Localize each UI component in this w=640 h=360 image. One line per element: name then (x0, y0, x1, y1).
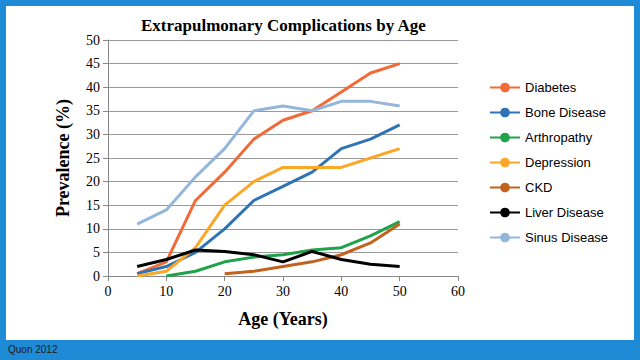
svg-text:40: 40 (86, 80, 100, 95)
svg-text:30: 30 (86, 127, 100, 142)
svg-text:15: 15 (86, 198, 100, 213)
svg-text:0: 0 (105, 284, 112, 299)
html-text:Quon 2012: Quon 2012 (8, 344, 58, 355)
svg-text:60: 60 (451, 284, 465, 299)
svg-text:20: 20 (218, 284, 232, 299)
svg-text:Age (Years): Age (Years) (238, 309, 327, 330)
svg-text:45: 45 (86, 56, 100, 71)
svg-text:40: 40 (334, 284, 348, 299)
svg-text:Liver Disease: Liver Disease (525, 205, 604, 220)
svg-text:30: 30 (276, 284, 290, 299)
svg-text:20: 20 (86, 174, 100, 189)
svg-text:35: 35 (86, 103, 100, 118)
svg-text:10: 10 (86, 221, 100, 236)
svg-text:Arthropathy: Arthropathy (525, 130, 593, 145)
svg-text:5: 5 (93, 245, 100, 260)
svg-text:Diabetes: Diabetes (525, 80, 577, 95)
svg-text:Extrapulmonary Complications b: Extrapulmonary Complications by Age (141, 16, 426, 35)
svg-text:CKD: CKD (525, 180, 552, 195)
svg-text:Prevalence (%): Prevalence (%) (53, 99, 74, 217)
svg-text:25: 25 (86, 151, 100, 166)
svg-text:Sinus Disease: Sinus Disease (525, 230, 608, 245)
svg-text:50: 50 (86, 33, 100, 48)
svg-text:10: 10 (159, 284, 173, 299)
svg-text:50: 50 (393, 284, 407, 299)
svg-text:Bone Disease: Bone Disease (525, 105, 606, 120)
svg-text:Depression: Depression (525, 155, 591, 170)
svg-text:0: 0 (93, 269, 100, 284)
